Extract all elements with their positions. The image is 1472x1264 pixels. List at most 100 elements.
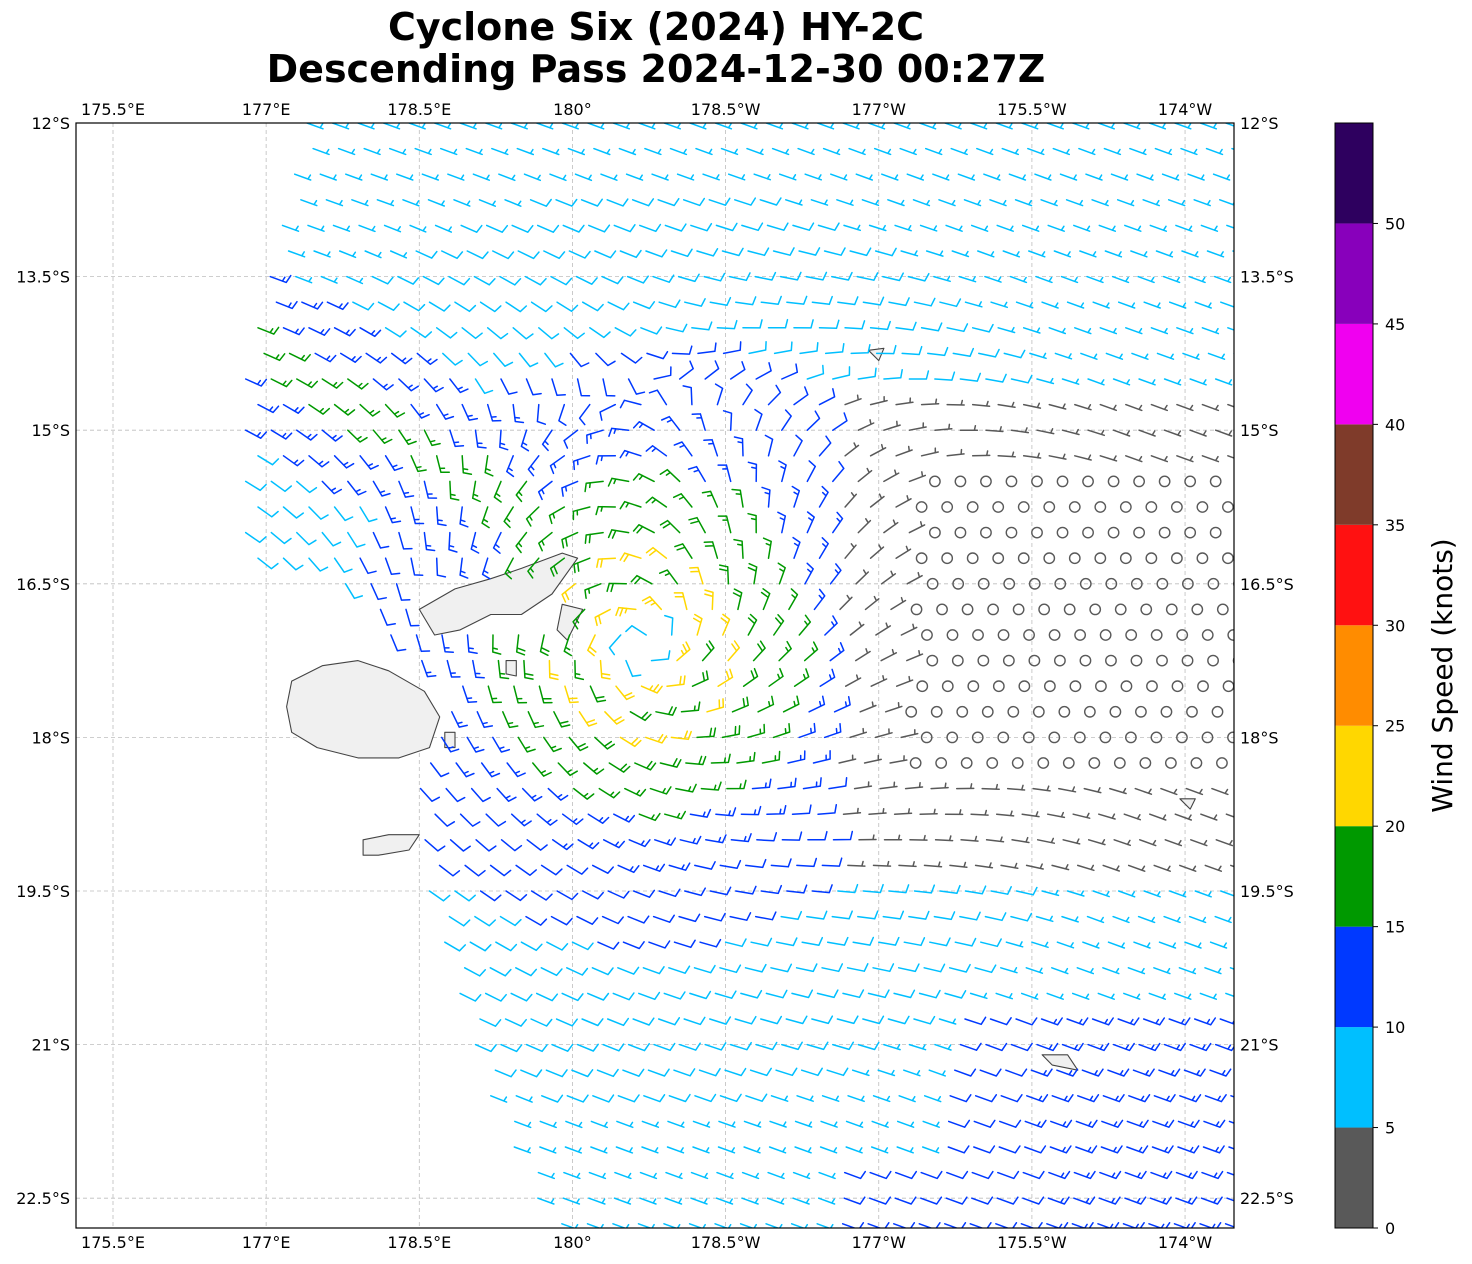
wind-barb — [947, 1145, 970, 1154]
wind-barb — [673, 592, 688, 611]
wind-barb — [898, 861, 917, 868]
calm-wind-marker — [1170, 501, 1183, 513]
wind-barb — [270, 480, 293, 493]
wind-barb — [920, 398, 940, 406]
wind-barb — [628, 839, 651, 848]
wind-barb — [530, 890, 553, 901]
wind-barb — [729, 912, 752, 921]
wind-barb — [766, 222, 789, 231]
calm-wind-marker — [1003, 577, 1016, 590]
wind-barb — [1117, 890, 1136, 898]
wind-barb — [490, 1095, 508, 1103]
wind-barb — [553, 711, 571, 728]
wind-barb — [345, 173, 363, 181]
wind-barb — [1201, 403, 1220, 412]
colorbar-label: Wind Speed (knots) — [1426, 538, 1459, 812]
colorbar-segment — [1335, 123, 1373, 224]
wind-barb — [627, 915, 650, 924]
calm-wind-marker — [1058, 705, 1071, 718]
wind-barb — [1225, 813, 1234, 818]
wind-barb — [461, 327, 483, 340]
wind-barb — [704, 1042, 727, 1051]
wind-barb — [1233, 352, 1234, 355]
wind-barb — [308, 557, 329, 572]
wind-barb — [1185, 787, 1204, 796]
calm-wind-marker — [1201, 629, 1214, 641]
wind-barb — [423, 480, 438, 499]
wind-barb — [496, 787, 517, 802]
wind-barb — [1104, 250, 1123, 258]
wind-barb — [691, 321, 713, 331]
wind-barb — [948, 963, 971, 973]
wind-barb — [1102, 967, 1120, 975]
calm-wind-marker — [997, 629, 1010, 641]
wind-barb — [384, 506, 402, 524]
wind-barb — [806, 460, 817, 483]
wind-barb — [1174, 992, 1192, 1000]
map-frame — [75, 122, 1235, 1229]
wind-barb — [588, 1171, 607, 1180]
wind-barb — [1187, 173, 1205, 181]
wind-barb — [1029, 352, 1047, 360]
wind-barb — [1137, 915, 1156, 924]
wind-barb — [646, 350, 669, 360]
wind-barb — [973, 1119, 996, 1128]
wind-barb — [832, 460, 845, 483]
wind-barb — [587, 123, 605, 130]
wind-barb — [1183, 1068, 1206, 1077]
wind-barb — [1098, 813, 1116, 820]
wind-barb — [791, 989, 814, 999]
wind-barb — [465, 147, 483, 156]
wind-barb — [568, 250, 591, 259]
wind-barb — [714, 123, 733, 130]
wind-barb — [673, 1068, 696, 1077]
wind-barb — [634, 760, 657, 771]
wind-barb — [447, 173, 465, 181]
wind-barb — [544, 352, 564, 368]
wind-barb — [449, 429, 465, 448]
wind-barb — [703, 912, 726, 922]
wind-barb — [390, 634, 407, 652]
wind-barb — [599, 403, 617, 421]
wind-barb — [612, 123, 631, 130]
wind-barb — [845, 1146, 863, 1154]
wind-barb — [637, 1223, 655, 1228]
calm-wind-marker — [1002, 654, 1015, 667]
wind-barb — [768, 1146, 787, 1154]
wind-barb — [595, 505, 617, 516]
wind-barb — [1127, 864, 1146, 872]
wind-barb — [719, 1093, 742, 1103]
wind-barb — [868, 807, 887, 815]
wind-barb — [672, 493, 693, 508]
wind-barb — [791, 123, 809, 130]
wind-barb — [1168, 890, 1187, 898]
wind-barb — [757, 695, 775, 713]
wind-barb — [257, 506, 279, 518]
wind-barb — [536, 224, 560, 233]
wind-barb — [877, 1069, 896, 1077]
wind-barb — [493, 352, 514, 367]
wind-barb — [985, 426, 1004, 433]
wind-barb — [719, 964, 742, 974]
wind-barb — [568, 736, 589, 752]
wind-barb — [875, 344, 897, 355]
wind-barb — [698, 1067, 721, 1077]
wind-barb — [1035, 915, 1054, 923]
wind-barb — [347, 531, 366, 548]
wind-barb — [270, 378, 293, 388]
wind-barb — [453, 199, 471, 207]
wind-barb — [622, 941, 645, 950]
colorbar-frame — [1334, 122, 1374, 1229]
wind-barb — [1000, 1094, 1023, 1103]
wind-barb — [843, 1170, 867, 1180]
wind-barb — [1087, 1042, 1110, 1052]
wind-barb — [778, 640, 792, 662]
wind-barb — [497, 659, 510, 680]
wind-barb — [624, 787, 647, 797]
calm-wind-marker — [1007, 705, 1020, 718]
wind-barb — [980, 938, 1002, 948]
wind-barb — [838, 754, 857, 764]
wind-barb — [752, 640, 766, 662]
wind-barb — [887, 199, 905, 207]
wind-barb — [714, 990, 737, 999]
